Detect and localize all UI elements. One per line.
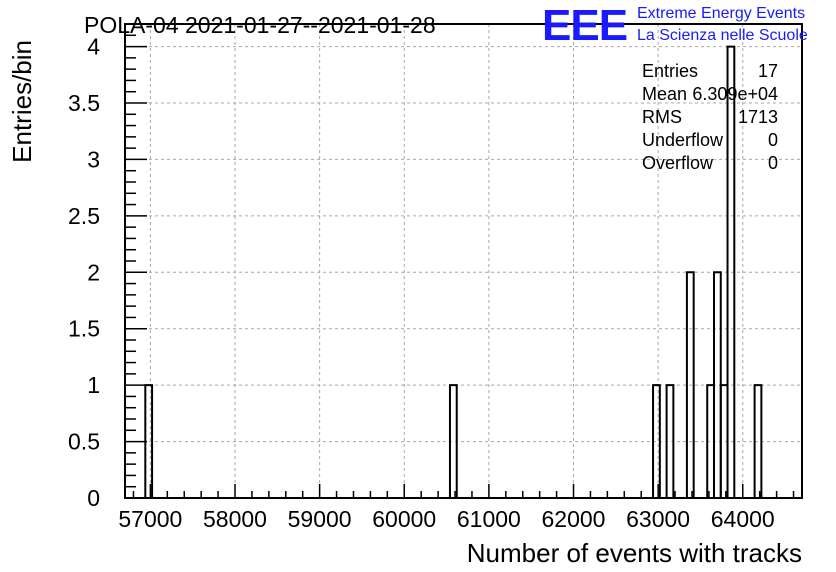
histogram-bin: [665, 384, 675, 498]
histogram-bin: [726, 45, 736, 498]
y-tick-label: 0: [87, 485, 100, 511]
stats-value: 0: [768, 130, 778, 150]
eee-logo-line1: Extreme Energy Events: [637, 5, 805, 22]
stats-label: RMS: [642, 107, 682, 127]
histogram-bin: [652, 384, 661, 498]
eee-logo-line2: La Scienza nelle Scuole: [637, 27, 808, 44]
histogram-bin: [685, 271, 695, 498]
y-axis: 0 0.5 1 1.5 2 2.5 3 3.5 4: [68, 23, 147, 511]
x-axis-label: Number of events with tracks: [467, 538, 802, 568]
histogram-bins: [144, 45, 763, 498]
x-tick-label: 57000: [118, 506, 182, 532]
y-tick-label: 1: [87, 372, 100, 398]
stats-label: Mean: [642, 84, 687, 104]
x-tick-label: 60000: [372, 506, 436, 532]
x-tick-label: 58000: [203, 506, 267, 532]
y-tick-label: 2: [87, 259, 100, 285]
x-tick-label: 59000: [288, 506, 352, 532]
y-tick-label: 3: [87, 146, 100, 172]
stats-value: 1713: [738, 107, 778, 127]
eee-logo-mark: EEE: [542, 1, 627, 50]
eee-logo: EEE Extreme Energy Events La Scienza nel…: [542, 1, 808, 50]
y-tick-label: 1.5: [68, 316, 100, 342]
stats-label: Overflow: [642, 153, 714, 173]
x-tick-label: 64000: [711, 506, 775, 532]
chart-title: POLA-04 2021-01-27--2021-01-28: [84, 12, 436, 38]
x-tick-label: 63000: [626, 506, 690, 532]
y-tick-label: 4: [87, 34, 100, 60]
y-tick-label: 2.5: [68, 203, 100, 229]
x-tick-label: 62000: [542, 506, 606, 532]
stats-box: Entries 17 Mean 6.309e+04 RMS 1713 Underflow 0 O…: [642, 61, 778, 173]
stats-label: Entries: [642, 61, 698, 81]
histogram-bin: [448, 384, 458, 498]
x-axis: 57000 58000 59000 60000 61000 62000 63000 64000: [118, 484, 795, 532]
y-tick-label: 0.5: [68, 429, 100, 455]
x-tick-label: 61000: [457, 506, 521, 532]
stats-value: 6.309e+04: [692, 84, 778, 104]
y-axis-label: Entries/bin: [7, 40, 37, 163]
y-tick-label: 3.5: [68, 90, 100, 116]
stats-value: 17: [758, 61, 778, 81]
histogram-bin: [753, 384, 763, 498]
stats-value: 0: [768, 153, 778, 173]
stats-label: Underflow: [642, 130, 724, 150]
